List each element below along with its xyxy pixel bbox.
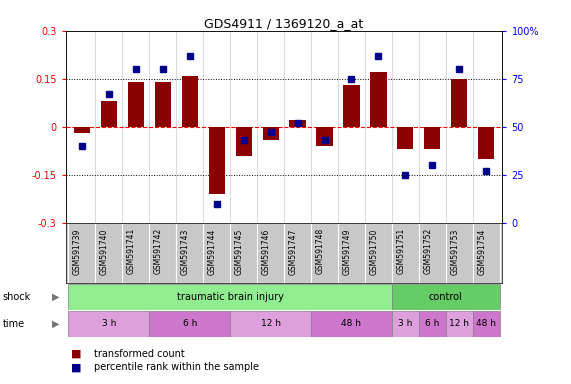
Bar xyxy=(424,127,440,149)
Text: 12 h: 12 h xyxy=(260,319,280,328)
Text: GSM591748: GSM591748 xyxy=(316,228,324,275)
Bar xyxy=(69,311,149,337)
Text: 48 h: 48 h xyxy=(341,319,361,328)
Bar xyxy=(392,284,500,310)
Text: ▶: ▶ xyxy=(53,319,60,329)
Text: GSM591745: GSM591745 xyxy=(235,228,244,275)
Bar xyxy=(230,311,311,337)
Bar xyxy=(343,85,360,127)
Bar xyxy=(419,311,446,337)
Text: GSM591746: GSM591746 xyxy=(262,228,271,275)
Text: percentile rank within the sample: percentile rank within the sample xyxy=(94,362,259,372)
Bar xyxy=(397,127,413,149)
Text: GSM591743: GSM591743 xyxy=(180,228,190,275)
Text: GSM591754: GSM591754 xyxy=(477,228,486,275)
Bar xyxy=(235,127,252,156)
Text: GSM591739: GSM591739 xyxy=(73,228,82,275)
Text: 3 h: 3 h xyxy=(398,319,413,328)
Text: ▶: ▶ xyxy=(53,292,60,302)
Text: traumatic brain injury: traumatic brain injury xyxy=(176,292,284,302)
Bar xyxy=(208,127,225,194)
Bar xyxy=(128,82,144,127)
Bar xyxy=(149,311,230,337)
Bar xyxy=(155,82,171,127)
Text: 12 h: 12 h xyxy=(449,319,469,328)
Text: 6 h: 6 h xyxy=(425,319,440,328)
Text: shock: shock xyxy=(3,292,31,302)
Bar xyxy=(263,127,279,139)
Text: GSM591751: GSM591751 xyxy=(396,228,405,275)
Bar xyxy=(289,120,305,127)
Text: 3 h: 3 h xyxy=(102,319,116,328)
Bar xyxy=(182,76,198,127)
Text: control: control xyxy=(429,292,463,302)
Bar xyxy=(316,127,332,146)
Text: GSM591749: GSM591749 xyxy=(343,228,352,275)
Text: GSM591742: GSM591742 xyxy=(154,228,163,275)
Bar xyxy=(478,127,494,159)
Text: ■: ■ xyxy=(71,349,82,359)
Text: 48 h: 48 h xyxy=(476,319,496,328)
Bar xyxy=(446,311,473,337)
Bar xyxy=(100,101,117,127)
Text: transformed count: transformed count xyxy=(94,349,185,359)
Text: time: time xyxy=(3,319,25,329)
Text: 6 h: 6 h xyxy=(183,319,197,328)
Bar xyxy=(311,311,392,337)
Text: ■: ■ xyxy=(71,362,82,372)
Text: GSM591740: GSM591740 xyxy=(100,228,109,275)
Bar xyxy=(74,127,90,133)
Bar xyxy=(451,79,468,127)
Text: GSM591741: GSM591741 xyxy=(127,228,136,275)
Bar xyxy=(69,284,392,310)
Text: GSM591747: GSM591747 xyxy=(288,228,297,275)
Bar xyxy=(392,311,419,337)
Text: GSM591752: GSM591752 xyxy=(423,228,432,275)
Bar xyxy=(371,72,387,127)
Text: GSM591753: GSM591753 xyxy=(451,228,459,275)
Bar xyxy=(473,311,500,337)
Text: GSM591750: GSM591750 xyxy=(369,228,379,275)
Title: GDS4911 / 1369120_a_at: GDS4911 / 1369120_a_at xyxy=(204,17,364,30)
Text: GSM591744: GSM591744 xyxy=(208,228,216,275)
